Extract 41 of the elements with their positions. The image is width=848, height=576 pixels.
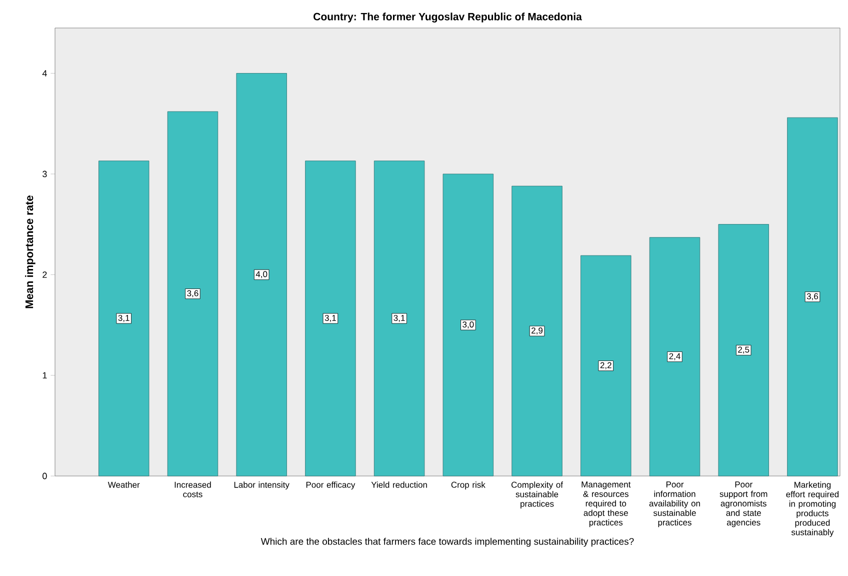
bar (167, 111, 218, 476)
bar (305, 160, 356, 476)
x-tick-label: Crop risk (451, 482, 486, 490)
data-label: 3,1 (324, 314, 336, 322)
y-tick-label: 4 (42, 70, 47, 76)
bar (374, 160, 425, 476)
x-tick-label: Labor intensity (234, 482, 290, 490)
x-axis-title: Which are the obstacles that farmers face towards implementing sustainability practices? (260, 538, 634, 547)
x-tick-label: Management & resources required to adopt these practices (582, 482, 631, 528)
data-label: 3,0 (462, 321, 474, 328)
data-label: 2,2 (600, 362, 612, 370)
x-tick-label: Complexity of sustainable practices (511, 482, 563, 508)
y-tick-label: 2 (42, 272, 47, 278)
bar (649, 237, 700, 476)
bar (580, 255, 632, 476)
x-tick-label: Poor information availability on sustainable practices (649, 482, 700, 528)
data-label: 2,5 (738, 346, 750, 354)
bar (442, 174, 494, 476)
data-label: 3,1 (394, 314, 405, 322)
data-label: 4,0 (256, 271, 268, 278)
bar (787, 117, 838, 476)
data-label: 3,6 (806, 293, 818, 300)
y-tick-label: 0 (42, 472, 47, 480)
x-tick-label: Weather (108, 482, 140, 488)
y-tick-label: 1 (42, 372, 47, 378)
bar (718, 224, 769, 476)
data-label: 3,1 (118, 314, 130, 322)
x-tick-label: Yield reduction (371, 482, 427, 488)
bar (512, 186, 562, 476)
chart-title: Country: The former Yugoslav Republic of Macedonia (314, 12, 582, 22)
y-tick-label: 3 (42, 170, 47, 178)
y-axis-title: Mean importance rate (25, 196, 36, 308)
data-label: 3,6 (187, 290, 198, 298)
x-tick-label: Increased costs (174, 482, 211, 498)
bar (236, 73, 287, 476)
x-tick-label: Poor efficacy (306, 482, 356, 490)
x-tick-label: Poor support from agronomists and state agencies (720, 482, 768, 528)
data-label: 2,9 (532, 328, 543, 335)
x-tick-label: Marketing effort required in promoting products produced sustainably (786, 482, 839, 537)
bar (98, 160, 150, 476)
data-label: 2,4 (669, 353, 680, 360)
